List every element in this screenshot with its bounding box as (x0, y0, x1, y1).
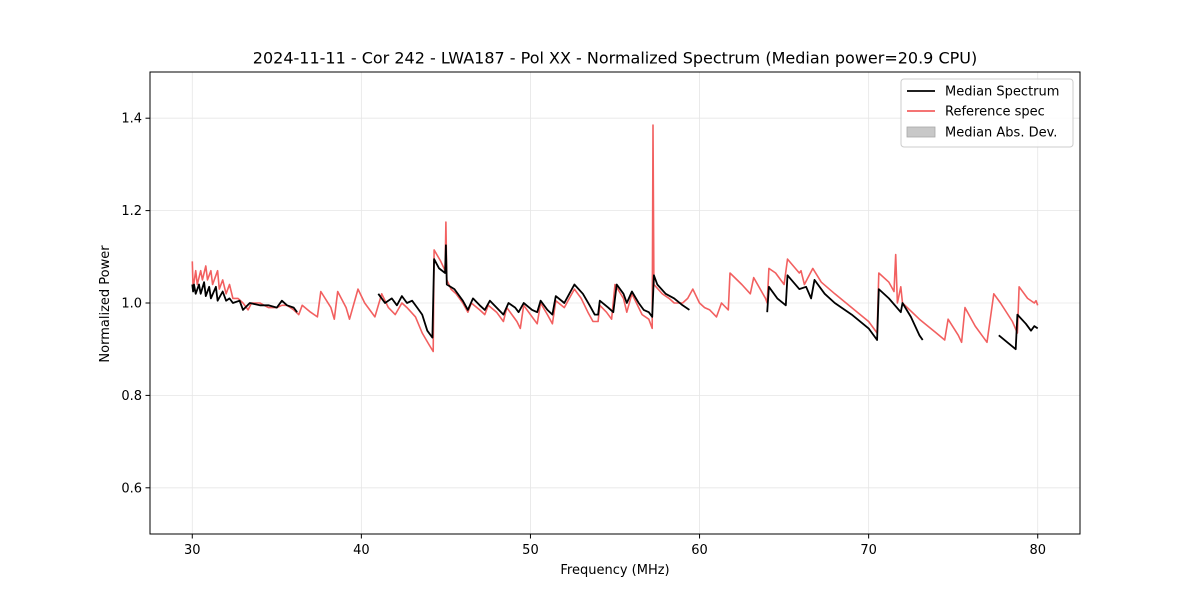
y-tick-label: 1.4 (121, 112, 142, 127)
y-axis-label: Normalized Power (98, 245, 113, 363)
legend-median-abs-dev-swatch (906, 126, 936, 138)
legend-median-spectrum-label: Median Spectrum (945, 85, 1059, 100)
x-tick-label: 50 (522, 543, 539, 558)
series-median-spectrum-line (377, 244, 690, 339)
x-tick-label: 30 (184, 543, 201, 558)
series-median-spectrum-line (998, 313, 1039, 351)
legend-reference-spec-label: Reference spec (945, 105, 1045, 120)
chart-title: 2024-11-11 - Cor 242 - LWA187 - Pol XX -… (253, 49, 977, 68)
y-axis: 0.6 0.8 1.0 1.2 1.4 (121, 112, 150, 496)
x-axis-label: Frequency (MHz) (560, 563, 669, 578)
x-tick-label: 40 (353, 543, 370, 558)
y-tick-label: 0.8 (121, 389, 142, 404)
y-tick-label: 1.2 (121, 204, 142, 219)
series-median-spectrum-line (766, 274, 924, 341)
y-tick-label: 1.0 (121, 297, 142, 312)
series-median-spectrum-line (191, 281, 298, 313)
y-tick-label: 0.6 (121, 481, 142, 496)
legend: Median Spectrum Reference spec Median Ab… (900, 78, 1074, 148)
plot-area (191, 124, 1039, 353)
x-axis: 30 40 50 60 70 80 (184, 534, 1046, 558)
legend-box (900, 78, 1074, 148)
x-tick-label: 70 (860, 543, 877, 558)
x-tick-label: 80 (1029, 543, 1046, 558)
legend-median-abs-dev-label: Median Abs. Dev. (945, 126, 1057, 141)
series-reference-spec-line (191, 124, 1039, 353)
x-tick-label: 60 (691, 543, 708, 558)
